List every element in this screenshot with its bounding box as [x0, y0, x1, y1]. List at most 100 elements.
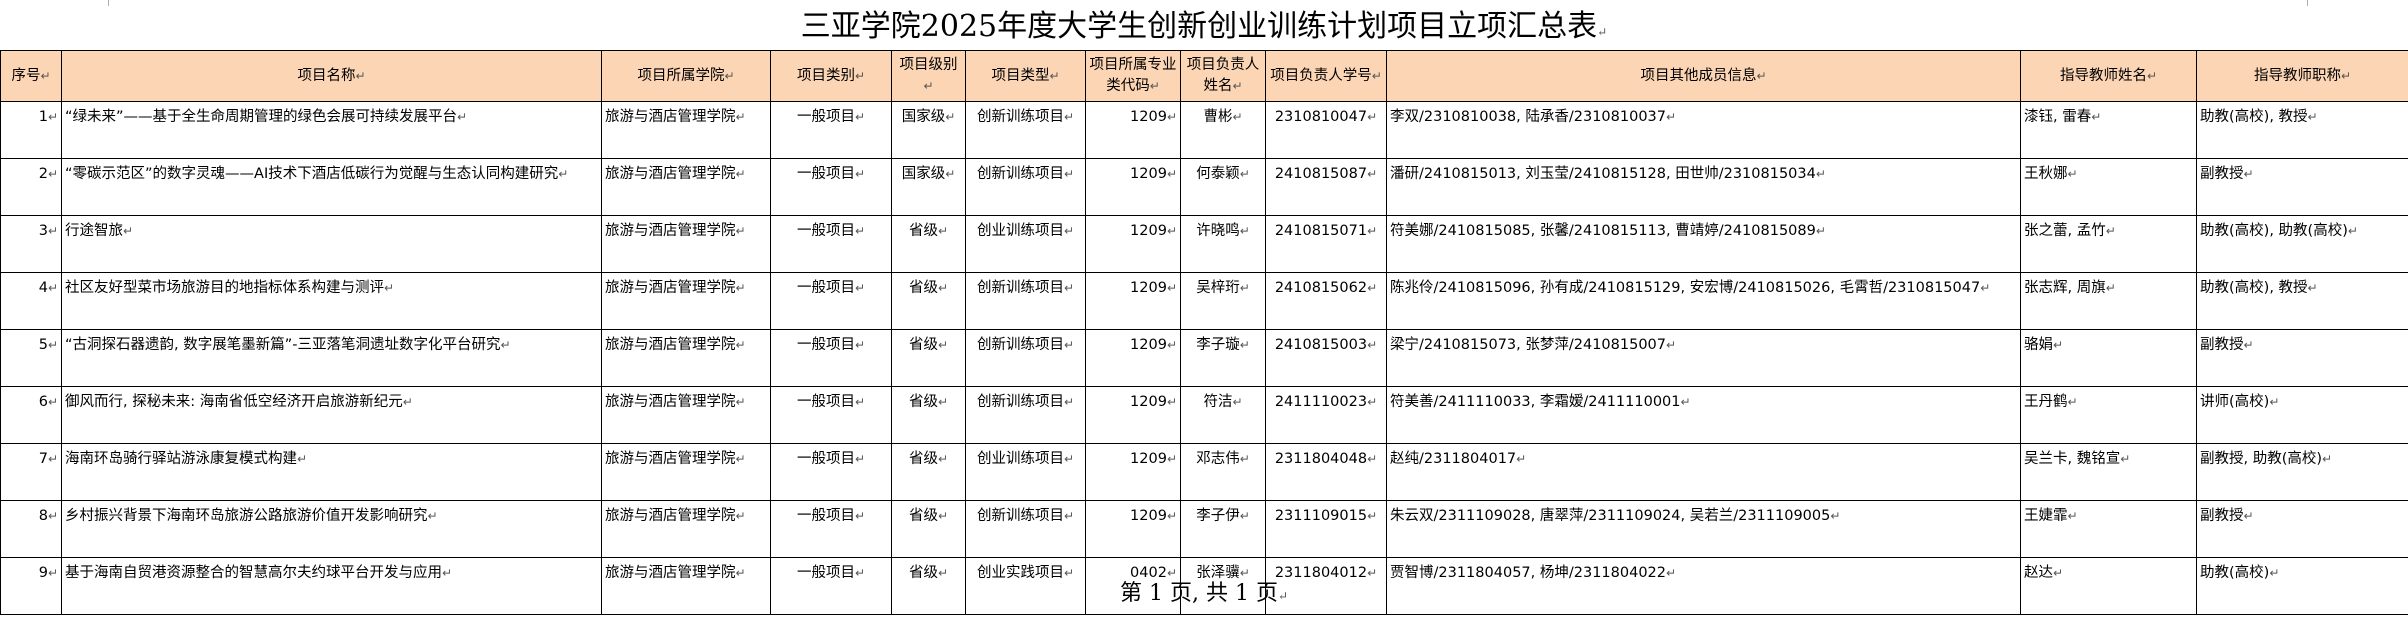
column-header: 项目类型 [965, 50, 1086, 102]
project-name: “零碳示范区”的数字灵魂——AI技术下酒店低碳行为觉醒与生态认同构建研究 [61, 158, 602, 216]
project-college: 旅游与酒店管理学院 [601, 443, 771, 501]
column-header: 指导教师姓名 [2020, 50, 2197, 102]
major-code: 1209 [1085, 386, 1181, 444]
project-type: 创新训练项目 [965, 272, 1086, 330]
advisor-titles: 副教授 [2196, 158, 2408, 216]
other-members: 赵纯/2311804017 [1386, 443, 2021, 501]
other-members: 朱云双/2311109028, 唐翠萍/2311109024, 吴若兰/2311… [1386, 500, 2021, 558]
project-college: 旅游与酒店管理学院 [601, 215, 771, 273]
project-level: 省级 [891, 329, 966, 387]
column-header: 项目负责人学号 [1265, 50, 1387, 102]
advisor-names: 漆钰, 雷春 [2020, 101, 2197, 159]
leader-name: 许晓鸣 [1180, 215, 1266, 273]
leader-student-id: 2410815087 [1265, 158, 1387, 216]
row-index: 7 [0, 443, 62, 501]
leader-name: 曹彬 [1180, 101, 1266, 159]
project-name: “绿未来”——基于全生命周期管理的绿色会展可持续发展平台 [61, 101, 602, 159]
other-members: 潘研/2410815013, 刘玉莹/2410815128, 田世帅/23108… [1386, 158, 2021, 216]
project-category: 一般项目 [770, 101, 892, 159]
column-header: 项目其他成员信息 [1386, 50, 2021, 102]
other-members: 符美善/2411110033, 李霜嫒/2411110001 [1386, 386, 2021, 444]
major-code: 1209 [1085, 158, 1181, 216]
leader-name: 李子伊 [1180, 500, 1266, 558]
leader-name: 符洁 [1180, 386, 1266, 444]
project-level: 省级 [891, 215, 966, 273]
project-college: 旅游与酒店管理学院 [601, 500, 771, 558]
advisor-titles: 助教(高校), 助教(高校) [2196, 215, 2408, 273]
project-type: 创新训练项目 [965, 329, 1086, 387]
project-college: 旅游与酒店管理学院 [601, 158, 771, 216]
advisor-titles: 助教(高校), 教授 [2196, 272, 2408, 330]
leader-student-id: 2310810047 [1265, 101, 1387, 159]
advisor-titles: 副教授, 助教(高校) [2196, 443, 2408, 501]
column-header: 项目类别 [770, 50, 892, 102]
advisor-titles: 副教授 [2196, 329, 2408, 387]
page-corner-mark-right [2257, 0, 2308, 6]
leader-name: 邓志伟 [1180, 443, 1266, 501]
leader-student-id: 2411110023 [1265, 386, 1387, 444]
column-header: 项目负责人姓名 [1180, 50, 1266, 102]
project-name: 行途智旅 [61, 215, 602, 273]
other-members: 李双/2310810038, 陆承香/2310810037 [1386, 101, 2021, 159]
row-index: 4 [0, 272, 62, 330]
advisor-names: 王婕霏 [2020, 500, 2197, 558]
advisor-names: 王丹鹤 [2020, 386, 2197, 444]
leader-name: 李子璇 [1180, 329, 1266, 387]
table-row: 1“绿未来”——基于全生命周期管理的绿色会展可持续发展平台旅游与酒店管理学院一般… [0, 101, 2408, 159]
project-level: 省级 [891, 386, 966, 444]
table-row: 2“零碳示范区”的数字灵魂——AI技术下酒店低碳行为觉醒与生态认同构建研究旅游与… [0, 158, 2408, 216]
project-type: 创业训练项目 [965, 215, 1086, 273]
document-title: 三亚学院2025年度大学生创新创业训练计划项目立项汇总表 [0, 7, 2408, 52]
row-index: 3 [0, 215, 62, 273]
row-index: 1 [0, 101, 62, 159]
leader-student-id: 2410815003 [1265, 329, 1387, 387]
other-members: 陈兆伶/2410815096, 孙有成/2410815129, 安宏博/2410… [1386, 272, 2021, 330]
major-code: 1209 [1085, 101, 1181, 159]
table-body: 1“绿未来”——基于全生命周期管理的绿色会展可持续发展平台旅游与酒店管理学院一般… [0, 101, 2408, 615]
table-row: 6御风而行, 探秘未来: 海南省低空经济开启旅游新纪元旅游与酒店管理学院一般项目… [0, 386, 2408, 444]
project-college: 旅游与酒店管理学院 [601, 329, 771, 387]
project-type: 创业训练项目 [965, 443, 1086, 501]
row-index: 5 [0, 329, 62, 387]
header-row: 序号项目名称项目所属学院项目类别项目级别项目类型项目所属专业类代码项目负责人姓名… [0, 50, 2408, 102]
leader-name: 吴梓珩 [1180, 272, 1266, 330]
project-name: “古洞探石器遗韵, 数字展笔墨新篇”-三亚落笔洞遗址数字化平台研究 [61, 329, 602, 387]
advisor-names: 骆娟 [2020, 329, 2197, 387]
other-members: 符美娜/2410815085, 张馨/2410815113, 曹靖婷/24108… [1386, 215, 2021, 273]
project-name: 御风而行, 探秘未来: 海南省低空经济开启旅游新纪元 [61, 386, 602, 444]
column-header: 项目名称 [61, 50, 602, 102]
row-index: 6 [0, 386, 62, 444]
advisor-titles: 讲师(高校) [2196, 386, 2408, 444]
leader-student-id: 2311109015 [1265, 500, 1387, 558]
page-corner-mark-left [108, 0, 159, 6]
advisor-names: 张志辉, 周旗 [2020, 272, 2197, 330]
project-category: 一般项目 [770, 158, 892, 216]
project-category: 一般项目 [770, 215, 892, 273]
advisor-titles: 助教(高校), 教授 [2196, 101, 2408, 159]
project-college: 旅游与酒店管理学院 [601, 101, 771, 159]
project-type: 创新训练项目 [965, 158, 1086, 216]
project-category: 一般项目 [770, 386, 892, 444]
advisor-names: 王秋娜 [2020, 158, 2197, 216]
leader-student-id: 2311804048 [1265, 443, 1387, 501]
project-category: 一般项目 [770, 443, 892, 501]
project-table: 序号项目名称项目所属学院项目类别项目级别项目类型项目所属专业类代码项目负责人姓名… [0, 50, 2408, 615]
major-code: 1209 [1085, 329, 1181, 387]
project-college: 旅游与酒店管理学院 [601, 386, 771, 444]
leader-student-id: 2410815062 [1265, 272, 1387, 330]
table-row: 8乡村振兴背景下海南环岛旅游公路旅游价值开发影响研究旅游与酒店管理学院一般项目省… [0, 500, 2408, 558]
column-header: 指导教师职称 [2196, 50, 2408, 102]
column-header: 序号 [0, 50, 62, 102]
table-row: 4社区友好型菜市场旅游目的地指标体系构建与测评旅游与酒店管理学院一般项目省级创新… [0, 272, 2408, 330]
project-type: 创新训练项目 [965, 500, 1086, 558]
table-row: 3行途智旅旅游与酒店管理学院一般项目省级创业训练项目1209许晓鸣2410815… [0, 215, 2408, 273]
project-category: 一般项目 [770, 329, 892, 387]
page-footer: 第 1 页, 共 1 页 [0, 578, 2408, 612]
project-level: 省级 [891, 500, 966, 558]
project-category: 一般项目 [770, 272, 892, 330]
table-row: 7海南环岛骑行驿站游泳康复模式构建旅游与酒店管理学院一般项目省级创业训练项目12… [0, 443, 2408, 501]
major-code: 1209 [1085, 500, 1181, 558]
major-code: 1209 [1085, 443, 1181, 501]
row-index: 8 [0, 500, 62, 558]
project-name: 社区友好型菜市场旅游目的地指标体系构建与测评 [61, 272, 602, 330]
